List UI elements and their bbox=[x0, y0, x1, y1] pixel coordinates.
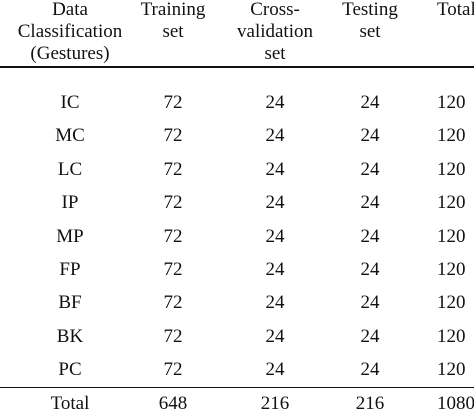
cell-value: 24 bbox=[265, 359, 285, 381]
cell-value: 72 bbox=[163, 125, 183, 147]
cell-value: 24 bbox=[360, 125, 380, 147]
total-rule bbox=[0, 387, 474, 388]
cell-value: 648 bbox=[158, 392, 188, 414]
cell-value: 72 bbox=[163, 259, 183, 280]
header-text: Data bbox=[52, 0, 88, 20]
header-rule bbox=[0, 66, 474, 68]
cell-value: 120 bbox=[437, 325, 466, 347]
row-label: MP bbox=[56, 225, 84, 247]
cell-value: 24 bbox=[360, 192, 380, 214]
cell-value: 72 bbox=[163, 192, 183, 214]
cell-value: 72 bbox=[163, 325, 183, 347]
cell-value: 24 bbox=[265, 325, 285, 347]
header-text: Cross- bbox=[250, 0, 300, 20]
cell-value: 120 bbox=[437, 92, 466, 113]
row-label: Total bbox=[50, 392, 90, 414]
cell-value: 72 bbox=[163, 158, 183, 180]
cell-value: 120 bbox=[437, 259, 466, 280]
row-label: BF bbox=[58, 292, 82, 314]
header-text: set bbox=[162, 21, 184, 42]
cell-value: 24 bbox=[360, 359, 380, 381]
cell-value: 72 bbox=[163, 92, 183, 113]
cell-value: 24 bbox=[360, 158, 380, 180]
header-text: Classification bbox=[17, 21, 123, 42]
row-label: IC bbox=[60, 92, 80, 113]
cell-value: 72 bbox=[163, 292, 183, 314]
cell-value: 24 bbox=[265, 125, 285, 147]
row-label: PC bbox=[58, 359, 82, 381]
row-label: FP bbox=[59, 259, 81, 280]
cell-value: 24 bbox=[360, 259, 380, 280]
cell-value: 1080 bbox=[437, 392, 474, 414]
row-label: IP bbox=[61, 192, 79, 214]
cell-value: 24 bbox=[360, 325, 380, 347]
cell-value: 120 bbox=[437, 225, 466, 247]
row-label: BK bbox=[56, 325, 84, 347]
cell-value: 24 bbox=[360, 92, 380, 113]
header-text: Training bbox=[140, 0, 206, 20]
header-text: set bbox=[359, 21, 381, 42]
cell-value: 120 bbox=[437, 292, 466, 314]
cell-value: 24 bbox=[265, 225, 285, 247]
cell-value: 24 bbox=[265, 259, 285, 280]
cell-value: 24 bbox=[360, 225, 380, 247]
row-label: MC bbox=[55, 125, 85, 147]
cell-value: 120 bbox=[437, 158, 466, 180]
header-text: Testing bbox=[342, 0, 398, 20]
cell-value: 72 bbox=[163, 359, 183, 381]
cell-value: 24 bbox=[265, 192, 285, 214]
cell-value: 24 bbox=[360, 292, 380, 314]
cell-value: 120 bbox=[437, 359, 466, 381]
header-text: set bbox=[264, 43, 286, 64]
cell-value: 24 bbox=[265, 158, 285, 180]
cell-value: 120 bbox=[437, 192, 466, 214]
cell-value: 216 bbox=[355, 392, 385, 414]
cell-value: 120 bbox=[437, 125, 466, 147]
cell-value: 24 bbox=[265, 292, 285, 314]
cell-value: 72 bbox=[163, 225, 183, 247]
header-text: Total bbox=[437, 0, 474, 20]
row-label: LC bbox=[57, 158, 83, 180]
header-text: validation bbox=[237, 21, 313, 42]
header-text: (Gestures) bbox=[30, 43, 110, 64]
cell-value: 24 bbox=[265, 92, 285, 113]
cell-value: 216 bbox=[260, 392, 290, 414]
